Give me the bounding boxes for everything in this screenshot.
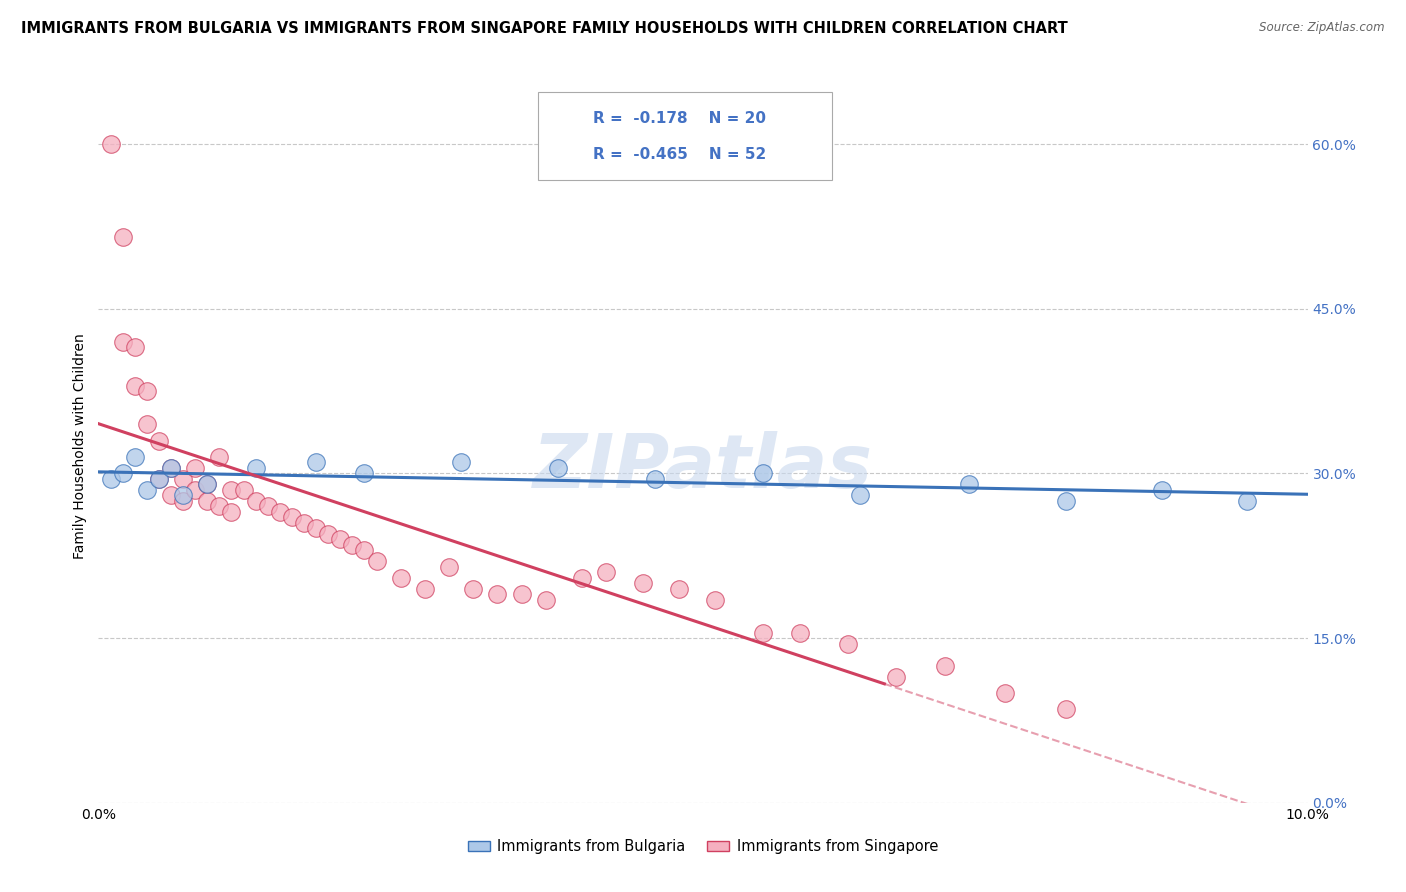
- Point: [547, 461, 569, 475]
- Point: [160, 461, 183, 475]
- Point: [160, 488, 183, 502]
- Point: [510, 587, 533, 601]
- Point: [172, 488, 194, 502]
- Point: [389, 571, 412, 585]
- Point: [305, 521, 328, 535]
- Text: ZIPatlas: ZIPatlas: [533, 431, 873, 504]
- Point: [245, 494, 267, 508]
- Point: [111, 334, 134, 349]
- Point: [486, 587, 509, 601]
- Point: [305, 455, 328, 469]
- Point: [135, 483, 157, 497]
- Point: [292, 516, 315, 530]
- Point: [111, 467, 134, 481]
- Point: [934, 658, 956, 673]
- Point: [837, 637, 859, 651]
- Point: [184, 461, 207, 475]
- Point: [450, 455, 472, 469]
- Point: [886, 669, 908, 683]
- Point: [353, 467, 375, 481]
- Point: [342, 538, 364, 552]
- Point: [668, 582, 690, 596]
- Point: [571, 571, 593, 585]
- Y-axis label: Family Households with Children: Family Households with Children: [73, 333, 87, 559]
- Point: [534, 592, 557, 607]
- Point: [124, 378, 146, 392]
- Text: R =  -0.465    N = 52: R = -0.465 N = 52: [593, 147, 766, 161]
- Point: [232, 483, 254, 497]
- Point: [329, 533, 352, 547]
- Point: [281, 510, 304, 524]
- Point: [208, 450, 231, 464]
- Point: [221, 483, 243, 497]
- Point: [208, 500, 231, 514]
- Point: [135, 384, 157, 398]
- Point: [1236, 494, 1258, 508]
- Point: [184, 483, 207, 497]
- Point: [148, 472, 170, 486]
- Text: Source: ZipAtlas.com: Source: ZipAtlas.com: [1260, 21, 1385, 34]
- Point: [752, 625, 775, 640]
- Point: [1152, 483, 1174, 497]
- Point: [148, 434, 170, 448]
- Point: [245, 461, 267, 475]
- Point: [316, 526, 339, 541]
- Point: [100, 137, 122, 152]
- Point: [353, 543, 375, 558]
- Point: [1054, 702, 1077, 716]
- Point: [752, 467, 775, 481]
- Point: [631, 576, 654, 591]
- Point: [135, 417, 157, 431]
- Point: [172, 472, 194, 486]
- Point: [957, 477, 980, 491]
- Point: [100, 472, 122, 486]
- Point: [849, 488, 872, 502]
- Point: [160, 461, 183, 475]
- Point: [195, 477, 218, 491]
- Point: [172, 494, 194, 508]
- Point: [644, 472, 666, 486]
- Point: [463, 582, 485, 596]
- Legend: Immigrants from Bulgaria, Immigrants from Singapore: Immigrants from Bulgaria, Immigrants fro…: [463, 833, 943, 860]
- Point: [124, 450, 146, 464]
- Point: [595, 566, 617, 580]
- Point: [256, 500, 278, 514]
- Point: [111, 230, 134, 244]
- Point: [195, 494, 218, 508]
- Point: [195, 477, 218, 491]
- Point: [413, 582, 436, 596]
- Point: [124, 340, 146, 354]
- Text: IMMIGRANTS FROM BULGARIA VS IMMIGRANTS FROM SINGAPORE FAMILY HOUSEHOLDS WITH CHI: IMMIGRANTS FROM BULGARIA VS IMMIGRANTS F…: [21, 21, 1067, 36]
- Point: [994, 686, 1017, 700]
- Point: [789, 625, 811, 640]
- Point: [1054, 494, 1077, 508]
- Point: [269, 505, 291, 519]
- Text: R =  -0.178    N = 20: R = -0.178 N = 20: [593, 112, 766, 126]
- Point: [148, 472, 170, 486]
- Point: [366, 554, 388, 568]
- Point: [221, 505, 243, 519]
- Point: [437, 559, 460, 574]
- Point: [704, 592, 727, 607]
